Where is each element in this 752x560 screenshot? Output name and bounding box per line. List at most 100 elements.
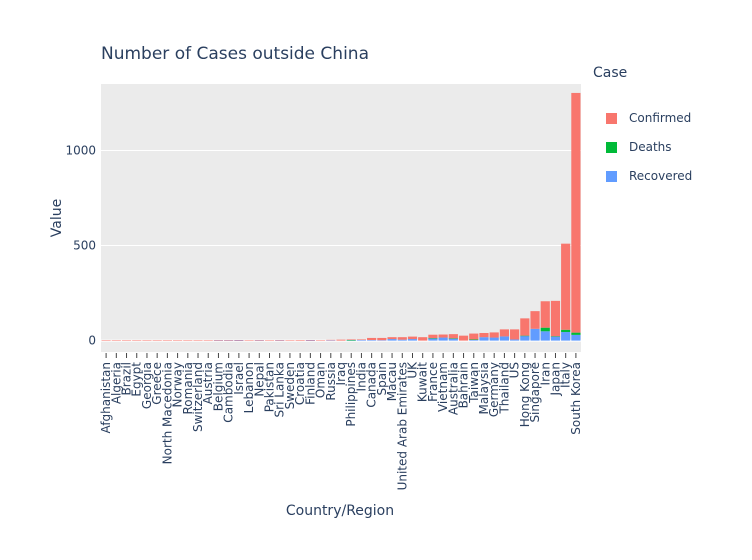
bar-recovered[interactable] [305,340,315,341]
bar-confirmed[interactable] [469,333,479,340]
x-tick-label: Macau [385,362,399,401]
bar-confirmed[interactable] [315,340,326,341]
bar-confirmed[interactable] [571,92,581,333]
bar-confirmed[interactable] [295,340,305,341]
bar-confirmed[interactable] [346,339,356,341]
bar-recovered[interactable] [469,339,479,341]
bar-confirmed[interactable] [397,337,407,340]
bar-recovered[interactable] [571,334,581,341]
bar-deaths[interactable] [561,329,571,333]
bar-confirmed[interactable] [438,334,448,338]
bar-recovered[interactable] [561,332,571,341]
bar-confirmed[interactable] [142,340,152,341]
y-tick-label: 1000 [65,144,96,158]
bar-confirmed[interactable] [407,336,418,340]
bar-confirmed[interactable] [264,340,275,341]
bar-confirmed[interactable] [193,340,203,341]
bar-confirmed[interactable] [121,340,132,341]
bar-confirmed[interactable] [285,340,295,341]
y-ticks: 0 500 1000 [65,144,96,348]
bar-confirmed[interactable] [418,337,428,341]
x-tick-label: Egypt [130,362,144,397]
bar-recovered[interactable] [377,340,387,341]
bar-confirmed[interactable] [561,243,571,330]
x-tick-label: Croatia [293,362,307,405]
x-tick-label: Malaysia [477,362,491,414]
x-tick-label: Kuwait [416,362,430,402]
bar-confirmed[interactable] [111,340,121,341]
bar-recovered[interactable] [387,339,397,341]
bar-confirmed[interactable] [356,339,367,341]
bar-recovered[interactable] [550,336,561,341]
bar-confirmed[interactable] [540,301,550,328]
bar-confirmed[interactable] [326,339,336,341]
bar-confirmed[interactable] [305,340,315,341]
bar-confirmed[interactable] [387,337,397,340]
bar-recovered[interactable] [448,338,458,341]
bar-deaths[interactable] [469,339,479,340]
legend-swatch [606,170,617,182]
x-tick-label: Bahrain [457,362,471,408]
bar-confirmed[interactable] [244,340,254,341]
bar-confirmed[interactable] [152,340,162,341]
bar-confirmed[interactable] [520,318,530,336]
bar-confirmed[interactable] [489,332,499,338]
bar-confirmed[interactable] [499,329,509,337]
legend-item-recovered[interactable]: Recovered [606,169,692,183]
bar-confirmed[interactable] [458,335,469,341]
bar-deaths[interactable] [346,340,356,341]
bar-confirmed[interactable] [213,340,224,341]
bar-confirmed[interactable] [510,329,520,340]
bar-confirmed[interactable] [101,340,111,341]
bar-recovered[interactable] [489,337,499,341]
bar-recovered[interactable] [367,340,377,341]
bar-confirmed[interactable] [479,332,489,338]
bar-deaths[interactable] [448,338,458,339]
bar-recovered[interactable] [356,340,367,341]
bar-confirmed[interactable] [275,340,285,341]
bars-group [101,92,581,341]
bar-recovered[interactable] [530,328,540,341]
bar-recovered[interactable] [397,339,407,341]
bar-confirmed[interactable] [377,337,387,341]
x-tick-label: South Korea [569,362,583,435]
bar-deaths[interactable] [428,338,438,339]
bar-confirmed[interactable] [132,340,142,341]
bar-recovered[interactable] [510,339,520,341]
bar-confirmed[interactable] [224,340,234,341]
x-tick-label: Singapore [528,362,542,423]
bar-confirmed[interactable] [550,300,561,337]
bar-confirmed[interactable] [234,340,244,341]
bar-recovered[interactable] [234,340,244,341]
bar-recovered[interactable] [407,339,418,341]
bar-confirmed[interactable] [428,334,438,339]
bar-recovered[interactable] [326,340,336,341]
bar-recovered[interactable] [428,338,438,341]
legend-item-confirmed[interactable]: Confirmed [606,111,691,125]
bar-deaths[interactable] [520,335,530,337]
x-tick-label: Greece [150,362,164,405]
bar-confirmed[interactable] [367,337,377,341]
x-tick-label: North Macedonia [160,362,174,464]
bar-recovered[interactable] [499,336,509,341]
bar-recovered[interactable] [438,337,448,341]
bar-deaths[interactable] [540,327,550,332]
bar-confirmed[interactable] [183,340,193,341]
bar-deaths[interactable] [550,336,561,337]
bar-confirmed[interactable] [530,311,540,329]
bar-recovered[interactable] [479,337,489,341]
x-tick-label: Belgium [211,362,225,411]
bar-confirmed[interactable] [448,334,458,339]
bar-recovered[interactable] [520,336,530,341]
bar-confirmed[interactable] [162,340,172,341]
bar-deaths[interactable] [571,332,581,335]
bar-recovered[interactable] [540,331,550,341]
bar-confirmed[interactable] [173,340,183,341]
x-tick-label: Vietnam [436,362,450,412]
bar-confirmed[interactable] [254,340,264,341]
bar-confirmed[interactable] [336,339,346,341]
legend-item-deaths[interactable]: Deaths [606,140,672,154]
legend-swatch [606,112,617,124]
x-tick-label: Germany [487,362,501,417]
bar-confirmed[interactable] [203,340,213,341]
